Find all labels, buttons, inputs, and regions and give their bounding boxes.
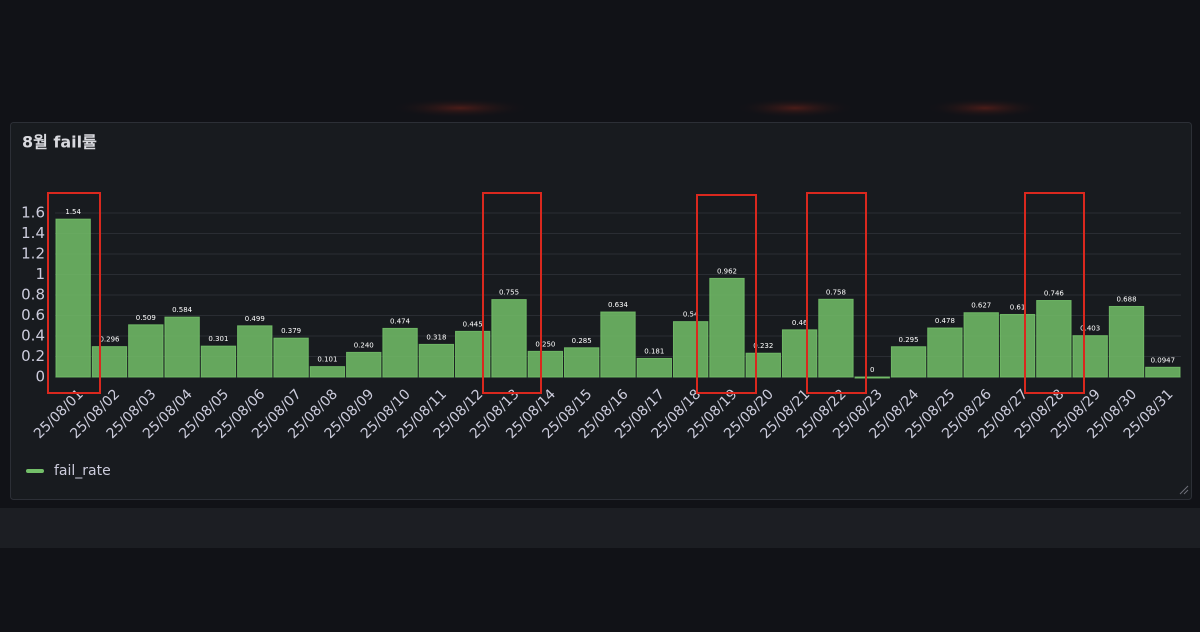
value-label: 0.962 — [717, 267, 737, 275]
bar — [1072, 335, 1108, 378]
bar — [455, 330, 491, 378]
bar — [382, 327, 418, 378]
bar — [709, 277, 745, 378]
value-label: 0.54 — [683, 311, 699, 319]
bar — [527, 350, 564, 378]
bar — [91, 346, 128, 378]
bar — [564, 347, 600, 378]
bar — [55, 218, 91, 378]
bar — [636, 357, 672, 378]
value-label: 0.250 — [535, 340, 555, 348]
value-label: 0.584 — [172, 306, 193, 314]
y-tick-label: 1 — [35, 265, 45, 283]
y-tick-label: 0.2 — [21, 347, 45, 365]
y-tick-label: 1.6 — [21, 204, 45, 222]
bar — [745, 352, 781, 378]
highlight-box — [482, 192, 542, 394]
y-tick-label: 1.2 — [21, 245, 45, 263]
bar — [781, 329, 818, 378]
highlight-box — [1024, 192, 1085, 394]
value-label: 0.478 — [935, 317, 955, 325]
value-label: 0.509 — [136, 314, 156, 322]
resize-handle — [1179, 485, 1189, 495]
y-tick-label: 0.8 — [21, 286, 45, 304]
highlight-box — [696, 194, 757, 394]
value-label: 1.54 — [65, 208, 81, 216]
bar — [237, 325, 273, 378]
y-tick-label: 0.6 — [21, 306, 45, 324]
value-label: 0.758 — [826, 288, 846, 296]
bar — [999, 313, 1036, 378]
bar — [854, 376, 890, 379]
glow — [925, 98, 1045, 118]
value-label: 0.301 — [208, 335, 228, 343]
value-label: 0.240 — [354, 341, 374, 349]
value-label: 0.0947 — [1151, 356, 1176, 364]
value-label: 0.445 — [463, 320, 483, 328]
bar — [927, 327, 963, 378]
bar — [200, 345, 237, 378]
bar — [346, 351, 382, 378]
bar — [1036, 300, 1072, 378]
legend-label: fail_rate — [54, 463, 111, 479]
bar — [963, 312, 999, 378]
bar — [818, 298, 854, 378]
panel-title: 8월 fail률 — [22, 133, 97, 152]
bar — [164, 316, 200, 378]
bar — [128, 324, 164, 378]
highlight-boxes — [47, 192, 1085, 394]
bar — [600, 311, 636, 378]
value-label: 0.296 — [99, 336, 120, 344]
value-label: 0 — [870, 366, 874, 374]
bar — [1145, 366, 1181, 378]
value-label: 0.634 — [608, 301, 629, 309]
y-tick-label: 0.4 — [21, 327, 45, 345]
value-label: 0.318 — [426, 333, 446, 341]
bar — [672, 321, 709, 378]
highlight-box — [47, 192, 101, 394]
value-label: 0.232 — [753, 342, 773, 350]
value-label: 0.181 — [644, 347, 664, 355]
value-label: 0.627 — [971, 302, 991, 310]
bar — [491, 299, 527, 378]
highlight-box — [806, 192, 867, 394]
value-label: 0.499 — [245, 315, 265, 323]
value-label: 0.746 — [1044, 290, 1065, 298]
blur-strip — [0, 508, 1200, 548]
value-label: 0.688 — [1116, 295, 1136, 303]
value-label: 0.61 — [1010, 303, 1026, 311]
glow — [390, 98, 530, 118]
glow — [735, 98, 855, 118]
value-label: 0.379 — [281, 327, 301, 335]
panel — [10, 122, 1192, 500]
bar — [273, 337, 309, 378]
y-tick-label: 0 — [35, 368, 45, 386]
bar — [309, 366, 346, 378]
value-label: 0.46 — [792, 319, 808, 327]
bar — [418, 343, 455, 378]
value-label: 0.285 — [572, 337, 592, 345]
bar — [890, 346, 927, 378]
y-tick-label: 1.4 — [21, 224, 45, 242]
value-label: 0.101 — [317, 356, 337, 364]
value-label: 0.295 — [899, 336, 919, 344]
value-label: 0.755 — [499, 289, 519, 297]
value-label: 0.474 — [390, 317, 411, 325]
bar — [1108, 305, 1145, 378]
value-label: 0.403 — [1080, 325, 1100, 333]
